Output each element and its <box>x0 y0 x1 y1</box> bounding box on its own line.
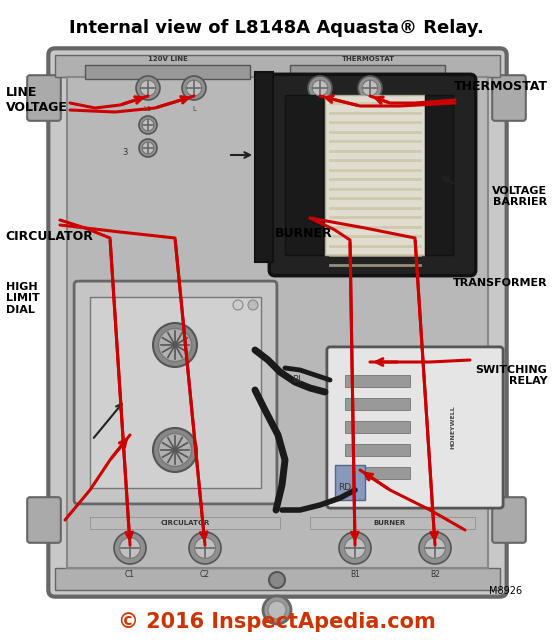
Bar <box>255 72 273 262</box>
Text: CIRCULATOR: CIRCULATOR <box>160 520 210 526</box>
Circle shape <box>419 532 451 564</box>
Circle shape <box>136 76 160 100</box>
Bar <box>425 95 453 255</box>
Circle shape <box>308 76 332 100</box>
Bar <box>90 297 261 488</box>
FancyBboxPatch shape <box>492 497 526 543</box>
Text: BURNER: BURNER <box>374 520 406 526</box>
Text: HONEYWELL: HONEYWELL <box>450 405 455 449</box>
Text: VOLTAGE
BARRIER: VOLTAGE BARRIER <box>492 186 547 207</box>
Circle shape <box>189 532 221 564</box>
FancyBboxPatch shape <box>327 347 503 508</box>
FancyBboxPatch shape <box>492 76 526 121</box>
Bar <box>285 95 323 255</box>
Circle shape <box>339 532 371 564</box>
Text: LINE
VOLTAGE: LINE VOLTAGE <box>6 86 67 115</box>
Circle shape <box>159 328 191 362</box>
FancyBboxPatch shape <box>27 497 61 543</box>
Circle shape <box>114 532 146 564</box>
FancyBboxPatch shape <box>269 74 476 276</box>
Bar <box>310 517 475 529</box>
Circle shape <box>362 80 378 96</box>
Circle shape <box>139 116 157 134</box>
Circle shape <box>233 300 243 310</box>
Circle shape <box>153 428 197 472</box>
Bar <box>345 444 410 456</box>
Text: TRANSFORMER: TRANSFORMER <box>453 278 547 289</box>
Text: L: L <box>192 106 196 112</box>
Text: THERMOSTAT: THERMOSTAT <box>341 56 394 62</box>
Text: C2: C2 <box>200 570 210 579</box>
Circle shape <box>182 76 206 100</box>
Bar <box>90 517 280 529</box>
FancyBboxPatch shape <box>27 76 61 121</box>
Bar <box>345 398 410 410</box>
Text: 3: 3 <box>122 148 128 157</box>
Text: M8926: M8926 <box>489 586 523 596</box>
FancyBboxPatch shape <box>48 49 507 596</box>
Circle shape <box>159 433 191 467</box>
FancyBboxPatch shape <box>74 281 277 504</box>
Text: Internal view of L8148A Aquasta® Relay.: Internal view of L8148A Aquasta® Relay. <box>69 19 484 37</box>
Circle shape <box>312 80 328 96</box>
Text: © 2016 InspectApedia.com: © 2016 InspectApedia.com <box>118 612 435 632</box>
Circle shape <box>153 323 197 367</box>
Text: L1: L1 <box>144 106 152 112</box>
Circle shape <box>425 538 445 558</box>
Bar <box>85 65 250 79</box>
Text: RD: RD <box>338 483 352 493</box>
Text: SWITCHING
RELAY: SWITCHING RELAY <box>476 365 547 387</box>
Circle shape <box>142 119 154 131</box>
Text: C1: C1 <box>125 570 135 579</box>
Circle shape <box>195 538 216 558</box>
Text: CIRCULATOR: CIRCULATOR <box>6 230 93 243</box>
Bar <box>55 55 500 77</box>
Bar <box>345 375 410 387</box>
Circle shape <box>248 300 258 310</box>
Circle shape <box>345 538 366 558</box>
Bar <box>290 65 445 79</box>
Text: BURNER: BURNER <box>275 227 333 240</box>
Text: BL: BL <box>293 376 304 385</box>
Text: B2: B2 <box>430 570 440 579</box>
Circle shape <box>268 601 286 619</box>
Text: HIGH
LIMIT
DIAL: HIGH LIMIT DIAL <box>6 282 39 315</box>
Bar <box>325 95 425 255</box>
Circle shape <box>269 572 285 588</box>
Circle shape <box>139 139 157 157</box>
Bar <box>55 568 500 590</box>
Circle shape <box>142 142 154 154</box>
Bar <box>59 59 504 594</box>
Text: B1: B1 <box>350 570 360 579</box>
Circle shape <box>140 80 156 96</box>
Circle shape <box>358 76 382 100</box>
Circle shape <box>186 80 202 96</box>
Bar <box>345 421 410 433</box>
Text: THERMOSTAT: THERMOSTAT <box>453 80 547 93</box>
Bar <box>335 465 365 500</box>
Bar <box>345 467 410 479</box>
Circle shape <box>263 596 291 624</box>
Text: 120V LINE: 120V LINE <box>148 56 188 62</box>
Bar <box>67 77 488 568</box>
Circle shape <box>119 538 140 558</box>
